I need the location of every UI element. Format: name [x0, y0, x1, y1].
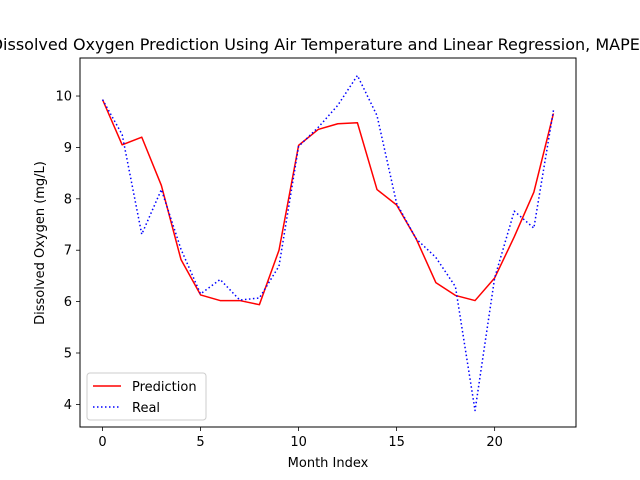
legend-label-prediction: Prediction — [132, 380, 197, 395]
chart-title: Dissolved Oxygen Prediction Using Air Te… — [0, 35, 640, 54]
x-tick-label: 10 — [290, 435, 307, 450]
plot-area — [80, 58, 576, 427]
y-tick-label: 10 — [55, 90, 72, 105]
plot-frame — [79, 57, 577, 428]
x-tick-label: 20 — [486, 435, 503, 450]
x-axis-label: Month Index — [288, 456, 369, 471]
legend-box — [86, 372, 207, 421]
y-axis-label: Dissolved Oxygen (mg/L) — [33, 161, 48, 325]
y-tick-label: 9 — [64, 141, 72, 156]
y-tick-label: 4 — [64, 398, 72, 413]
x-tick-label: 0 — [98, 435, 106, 450]
series-layer — [101, 74, 555, 412]
legend-label-real: Real — [132, 401, 160, 416]
legend: Prediction Real — [86, 372, 207, 421]
y-tick-label: 8 — [64, 192, 72, 207]
series-line-prediction — [101, 99, 555, 306]
x-tick-label: 15 — [388, 435, 405, 450]
y-tick-label: 5 — [64, 346, 72, 361]
y-tick-label: 6 — [64, 295, 72, 310]
x-tick-label: 5 — [196, 435, 204, 450]
ticks-layer: 0 5 10 15 20 4 5 6 7 8 9 10 — [55, 90, 502, 450]
y-tick-label: 7 — [64, 244, 72, 259]
